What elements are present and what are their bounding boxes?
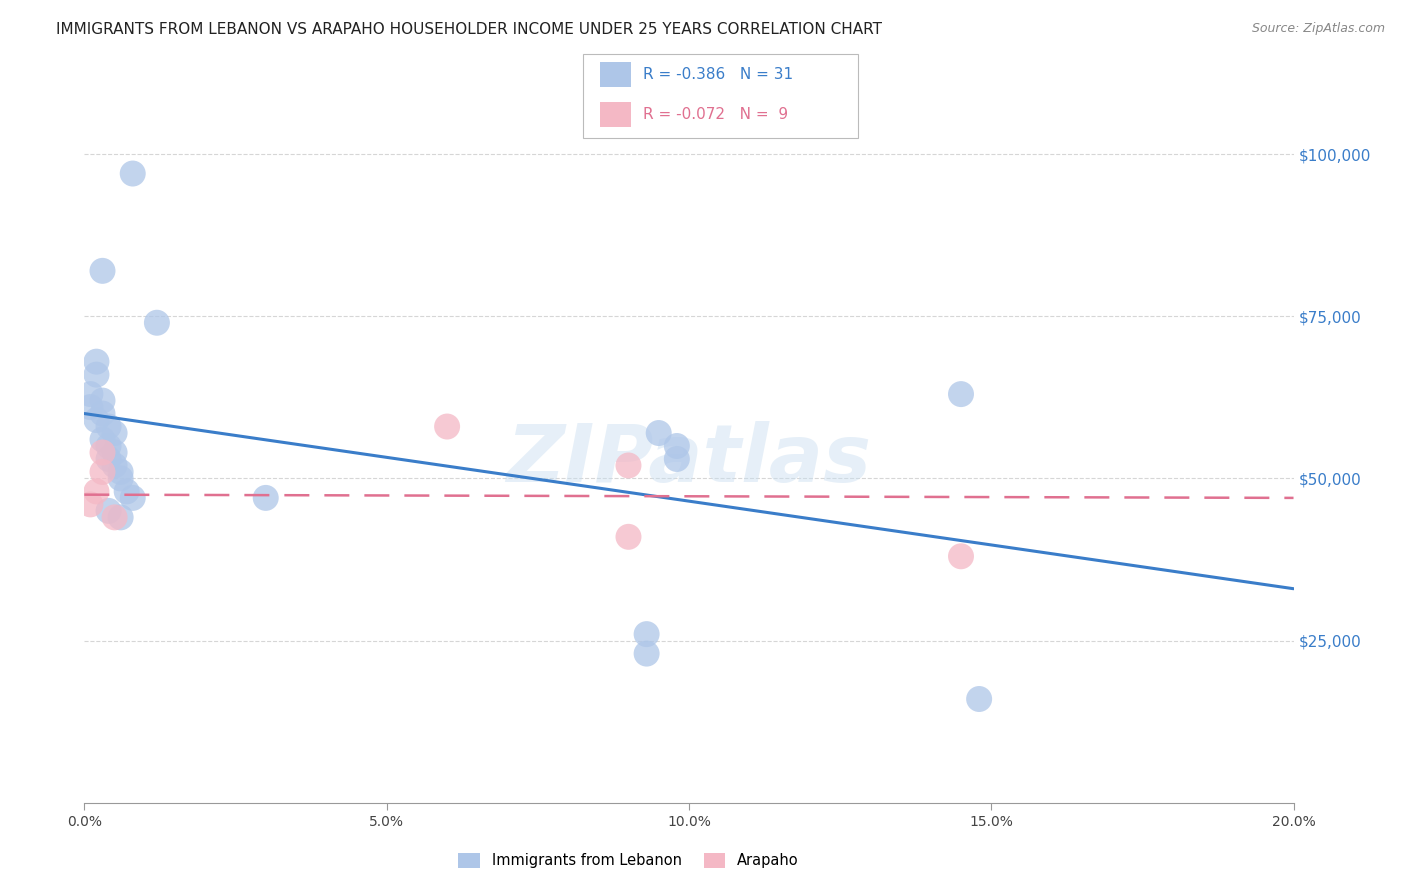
Point	[110, 471, 132, 485]
Point	[104, 425, 127, 440]
Text: R = -0.072   N =  9: R = -0.072 N = 9	[643, 107, 787, 121]
Point	[950, 387, 973, 401]
Point	[121, 167, 143, 181]
Point	[79, 400, 101, 414]
Point	[436, 419, 458, 434]
Point	[97, 419, 120, 434]
Point	[91, 264, 114, 278]
Point	[86, 484, 108, 499]
Text: Source: ZipAtlas.com: Source: ZipAtlas.com	[1251, 22, 1385, 36]
Point	[86, 368, 108, 382]
Point	[636, 647, 658, 661]
Point	[79, 497, 101, 511]
Point	[110, 465, 132, 479]
Point	[110, 510, 132, 524]
Point	[104, 510, 127, 524]
Point	[91, 407, 114, 421]
Point	[636, 627, 658, 641]
Point	[86, 354, 108, 368]
Point	[79, 387, 101, 401]
Point	[950, 549, 973, 564]
Point	[967, 692, 990, 706]
Point	[254, 491, 277, 505]
Text: ZIPatlas: ZIPatlas	[506, 421, 872, 500]
Point	[97, 439, 120, 453]
Point	[115, 484, 138, 499]
Point	[97, 452, 120, 467]
Text: R = -0.386   N = 31: R = -0.386 N = 31	[643, 67, 793, 81]
Point	[91, 393, 114, 408]
Point	[97, 504, 120, 518]
Point	[104, 445, 127, 459]
Point	[146, 316, 169, 330]
Point	[665, 439, 688, 453]
Point	[665, 452, 688, 467]
Text: IMMIGRANTS FROM LEBANON VS ARAPAHO HOUSEHOLDER INCOME UNDER 25 YEARS CORRELATION: IMMIGRANTS FROM LEBANON VS ARAPAHO HOUSE…	[56, 22, 882, 37]
Point	[121, 491, 143, 505]
Point	[91, 445, 114, 459]
Point	[617, 458, 640, 473]
Point	[91, 433, 114, 447]
Point	[86, 413, 108, 427]
Point	[648, 425, 671, 440]
Point	[91, 465, 114, 479]
Point	[617, 530, 640, 544]
Legend: Immigrants from Lebanon, Arapaho: Immigrants from Lebanon, Arapaho	[453, 847, 804, 874]
Point	[104, 458, 127, 473]
